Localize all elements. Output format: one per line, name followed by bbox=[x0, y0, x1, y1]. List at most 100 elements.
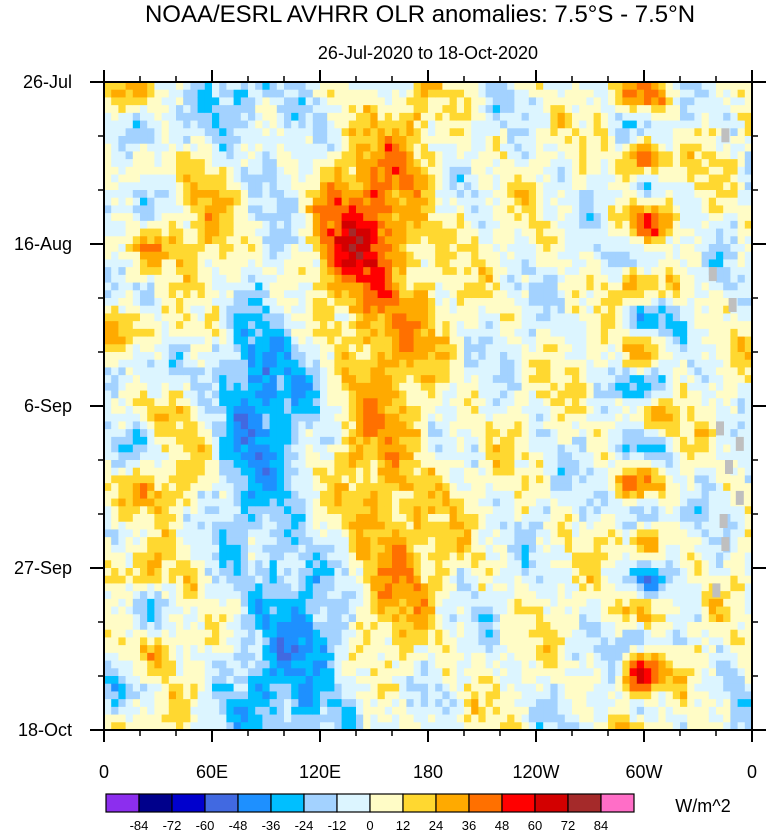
heatmap-cell bbox=[248, 89, 256, 98]
heatmap-cell bbox=[370, 467, 378, 476]
heatmap-cell bbox=[161, 537, 170, 546]
heatmap-cell bbox=[305, 560, 314, 569]
heatmap-cell bbox=[456, 244, 465, 253]
heatmap-cell bbox=[348, 136, 357, 145]
heatmap-cell bbox=[449, 359, 458, 368]
heatmap-cell bbox=[147, 498, 155, 507]
heatmap-cell bbox=[413, 228, 422, 237]
heatmap-cell bbox=[471, 166, 479, 175]
heatmap-cell bbox=[435, 390, 443, 399]
heatmap-cell bbox=[327, 182, 335, 191]
heatmap-cell bbox=[161, 236, 170, 245]
heatmap-cell bbox=[233, 444, 242, 453]
heatmap-cell bbox=[442, 298, 450, 307]
heatmap-cell bbox=[298, 228, 306, 237]
heatmap-cell bbox=[449, 706, 458, 715]
heatmap-cell bbox=[428, 668, 436, 677]
heatmap-cell bbox=[507, 159, 515, 168]
heatmap-cell bbox=[284, 112, 292, 121]
heatmap-cell bbox=[435, 282, 443, 291]
heatmap-cell bbox=[363, 336, 371, 345]
heatmap-cell bbox=[104, 120, 112, 129]
heatmap-cell bbox=[132, 629, 141, 638]
heatmap-cell bbox=[471, 429, 479, 438]
heatmap-cell bbox=[161, 251, 170, 260]
heatmap-cell bbox=[183, 606, 191, 615]
heatmap-cell bbox=[456, 398, 465, 407]
heatmap-cell bbox=[111, 429, 119, 438]
heatmap-cell bbox=[341, 298, 350, 307]
heatmap-cell bbox=[348, 151, 357, 160]
heatmap-cell bbox=[471, 174, 479, 183]
heatmap-cell bbox=[478, 436, 486, 445]
heatmap-cell bbox=[111, 706, 119, 715]
heatmap-cell bbox=[183, 475, 191, 484]
heatmap-cell bbox=[420, 637, 429, 646]
heatmap-cell bbox=[312, 305, 321, 314]
heatmap-cell bbox=[464, 514, 472, 523]
heatmap-cell bbox=[370, 583, 378, 592]
heatmap-cell bbox=[190, 683, 198, 692]
heatmap-cell bbox=[478, 205, 486, 214]
heatmap-cell bbox=[485, 452, 494, 461]
heatmap-cell bbox=[327, 706, 335, 715]
heatmap-cell bbox=[478, 136, 486, 145]
heatmap-cell bbox=[528, 112, 537, 121]
heatmap-cell bbox=[456, 467, 465, 476]
heatmap-cell bbox=[521, 182, 530, 191]
heatmap-cell bbox=[514, 359, 522, 368]
heatmap-cell bbox=[392, 444, 400, 453]
heatmap-cell bbox=[320, 205, 328, 214]
heatmap-cell bbox=[118, 575, 126, 584]
heatmap-cell bbox=[471, 359, 479, 368]
heatmap-cell bbox=[147, 521, 155, 530]
heatmap-cell bbox=[125, 544, 134, 553]
heatmap-cell bbox=[255, 452, 263, 461]
heatmap-cell bbox=[442, 128, 450, 137]
heatmap-cell bbox=[312, 282, 321, 291]
heatmap-cell bbox=[521, 251, 530, 260]
heatmap-cell bbox=[183, 498, 191, 507]
heatmap-cell bbox=[226, 714, 234, 723]
heatmap-cell bbox=[276, 544, 285, 553]
heatmap-cell bbox=[226, 344, 234, 353]
heatmap-cell bbox=[312, 575, 321, 584]
heatmap-cell bbox=[320, 514, 328, 523]
heatmap-cell bbox=[514, 290, 522, 299]
heatmap-cell bbox=[406, 220, 414, 229]
heatmap-cell bbox=[104, 344, 112, 353]
heatmap-cell bbox=[384, 136, 393, 145]
heatmap-cell bbox=[248, 544, 256, 553]
heatmap-cell bbox=[212, 660, 220, 669]
heatmap-cell bbox=[154, 228, 162, 237]
heatmap-cell bbox=[255, 591, 263, 600]
heatmap-cell bbox=[363, 344, 371, 353]
heatmap-cell bbox=[420, 151, 429, 160]
heatmap-cell bbox=[363, 529, 371, 538]
heatmap-cell bbox=[262, 244, 270, 253]
heatmap-cell bbox=[190, 452, 198, 461]
heatmap-cell bbox=[226, 143, 234, 152]
heatmap-cell bbox=[464, 305, 472, 314]
heatmap-cell bbox=[485, 429, 494, 438]
heatmap-cell bbox=[118, 444, 126, 453]
heatmap-cell bbox=[528, 267, 537, 276]
heatmap-cell bbox=[485, 591, 494, 600]
heatmap-cell bbox=[334, 568, 342, 577]
heatmap-cell bbox=[399, 714, 407, 723]
heatmap-cell bbox=[197, 467, 206, 476]
heatmap-cell bbox=[183, 413, 191, 422]
heatmap-cell bbox=[140, 568, 148, 577]
heatmap-cell bbox=[284, 506, 292, 515]
heatmap-cell bbox=[478, 622, 486, 631]
heatmap-cell bbox=[118, 622, 126, 631]
heatmap-cell bbox=[363, 112, 371, 121]
heatmap-cell bbox=[312, 467, 321, 476]
heatmap-cell bbox=[312, 521, 321, 530]
heatmap-cell bbox=[111, 182, 119, 191]
heatmap-cell bbox=[176, 614, 184, 623]
heatmap-cell bbox=[147, 629, 155, 638]
heatmap-cell bbox=[226, 166, 234, 175]
heatmap-cell bbox=[399, 406, 407, 415]
heatmap-cell bbox=[255, 398, 263, 407]
